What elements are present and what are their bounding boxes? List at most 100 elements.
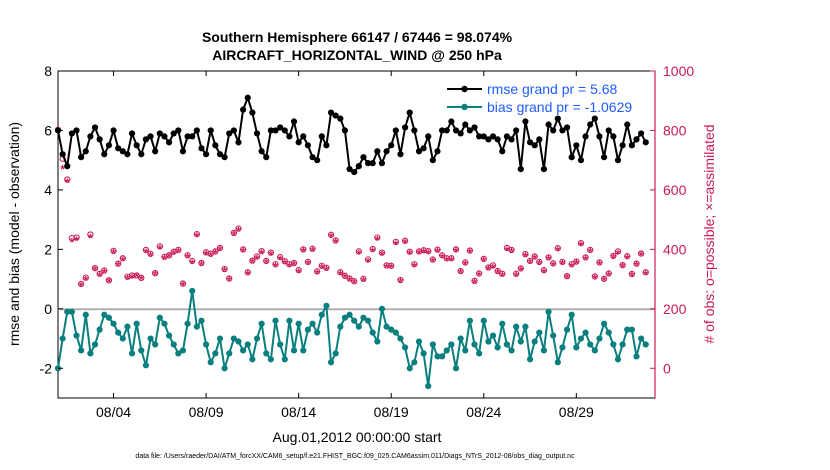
rmse-point — [138, 151, 145, 158]
assimilated-obs-marker: * — [588, 246, 593, 260]
possible-obs-marker — [263, 257, 270, 265]
bias-point — [64, 308, 71, 315]
possible-obs-marker — [290, 259, 298, 267]
rmse-point — [82, 148, 89, 155]
assimilated-obs-marker: * — [366, 255, 371, 269]
rmse-point — [536, 136, 543, 143]
bias-point — [388, 326, 395, 333]
assimilated-obs-marker: * — [394, 238, 399, 252]
possible-obs-marker — [128, 272, 136, 279]
possible-obs-marker — [267, 249, 275, 256]
possible-obs-marker — [360, 275, 367, 282]
rmse-point — [573, 142, 580, 149]
assimilated-obs-marker: * — [518, 264, 523, 278]
possible-obs-marker — [614, 248, 622, 255]
assimilated-obs-marker: * — [199, 259, 204, 273]
assimilated-obs-marker: * — [88, 232, 93, 246]
bias-point — [73, 332, 80, 339]
rmse-point — [277, 124, 284, 131]
possible-obs-marker — [610, 252, 617, 260]
bias-point — [332, 350, 339, 357]
possible-obs-marker — [596, 259, 603, 266]
possible-obs-marker — [536, 258, 543, 265]
bias-point — [78, 347, 85, 354]
bias-point — [600, 320, 608, 327]
bias-point — [485, 338, 492, 345]
possible-obs-marker — [577, 239, 585, 247]
assimilated-obs-marker: * — [306, 257, 311, 271]
assimilated-obs-marker: * — [491, 261, 496, 275]
bias-point — [110, 320, 117, 327]
possible-obs-marker — [489, 262, 497, 269]
bias-point — [253, 335, 261, 342]
bias-point — [559, 344, 566, 351]
rmse-point — [207, 127, 214, 134]
rmse-point — [240, 106, 247, 113]
y-axis-left: -2 0 2 4 6 8 — [40, 63, 63, 376]
assimilated-obs-marker: * — [477, 269, 482, 283]
assimilated-obs-marker: * — [70, 235, 75, 249]
rmse-point — [439, 127, 446, 134]
y-left-tick-label: 0 — [44, 301, 52, 317]
assimilated-obs-marker: * — [310, 244, 315, 258]
possible-obs-marker — [295, 267, 302, 274]
assimilated-obs-marker: * — [380, 249, 385, 263]
assimilated-obs-marker: * — [204, 248, 209, 262]
bias-point — [489, 332, 497, 339]
y-left-tick-label: -2 — [40, 360, 53, 376]
bias-point — [318, 311, 325, 318]
assimilated-obs-marker: * — [565, 272, 570, 286]
possible-obs-marker — [573, 258, 580, 265]
possible-obs-marker — [406, 248, 413, 255]
assimilated-obs-marker: * — [356, 247, 361, 261]
bias-point — [587, 341, 594, 348]
rmse-point — [290, 118, 298, 125]
possible-obs-marker — [587, 246, 594, 254]
rmse-point — [494, 136, 501, 143]
bias-point — [304, 326, 312, 333]
y-left-tick-label: 4 — [44, 182, 52, 198]
possible-obs-marker — [239, 246, 247, 253]
possible-obs-marker — [619, 261, 626, 269]
assimilated-obs-marker: * — [468, 246, 473, 260]
x-tick-label: 08/14 — [281, 404, 316, 420]
bias-point — [96, 326, 103, 333]
assimilated-obs-marker: * — [435, 246, 440, 260]
assimilated-obs-marker: * — [352, 276, 357, 290]
rmse-point — [78, 154, 85, 161]
possible-obs-marker — [179, 280, 187, 287]
possible-obs-marker — [119, 255, 126, 262]
possible-obs-marker — [517, 265, 524, 272]
possible-obs-marker — [563, 272, 571, 280]
bias-point — [147, 335, 154, 342]
rmse-point — [119, 148, 126, 155]
assimilated-obs-marker: * — [551, 259, 556, 273]
bias-point — [346, 311, 353, 318]
possible-obs-marker — [105, 277, 113, 284]
y-right-tick-label: 0 — [663, 360, 671, 376]
assimilated-obs-marker: * — [60, 163, 65, 177]
rmse-point — [101, 151, 108, 158]
bias-point — [364, 317, 372, 324]
possible-obs-marker — [438, 252, 446, 259]
assimilated-obs-marker: * — [500, 269, 505, 283]
possible-obs-marker — [258, 247, 265, 255]
possible-obs-marker — [346, 275, 353, 282]
bias-point — [540, 347, 548, 354]
assimilated-obs-marker: * — [232, 229, 237, 243]
possible-obs-marker — [323, 264, 330, 271]
rmse-point — [142, 136, 150, 143]
possible-obs-marker — [559, 258, 566, 265]
bias-point — [286, 317, 293, 324]
x-tick-label: 08/19 — [374, 404, 409, 420]
bias-point — [189, 287, 196, 295]
rmse-point — [212, 142, 219, 149]
bias-point — [105, 314, 113, 321]
bias-point — [499, 320, 506, 327]
assimilated-obs-marker: * — [153, 269, 158, 283]
possible-obs-marker — [152, 269, 159, 277]
assimilated-obs-marker: * — [162, 253, 167, 267]
legend-rmse-label: rmse grand pr = 5.68 — [487, 81, 618, 97]
y-axis-right-label: # of obs: o=possible; ×=assimilated — [701, 124, 717, 343]
assimilated-obs-marker: * — [472, 276, 477, 290]
